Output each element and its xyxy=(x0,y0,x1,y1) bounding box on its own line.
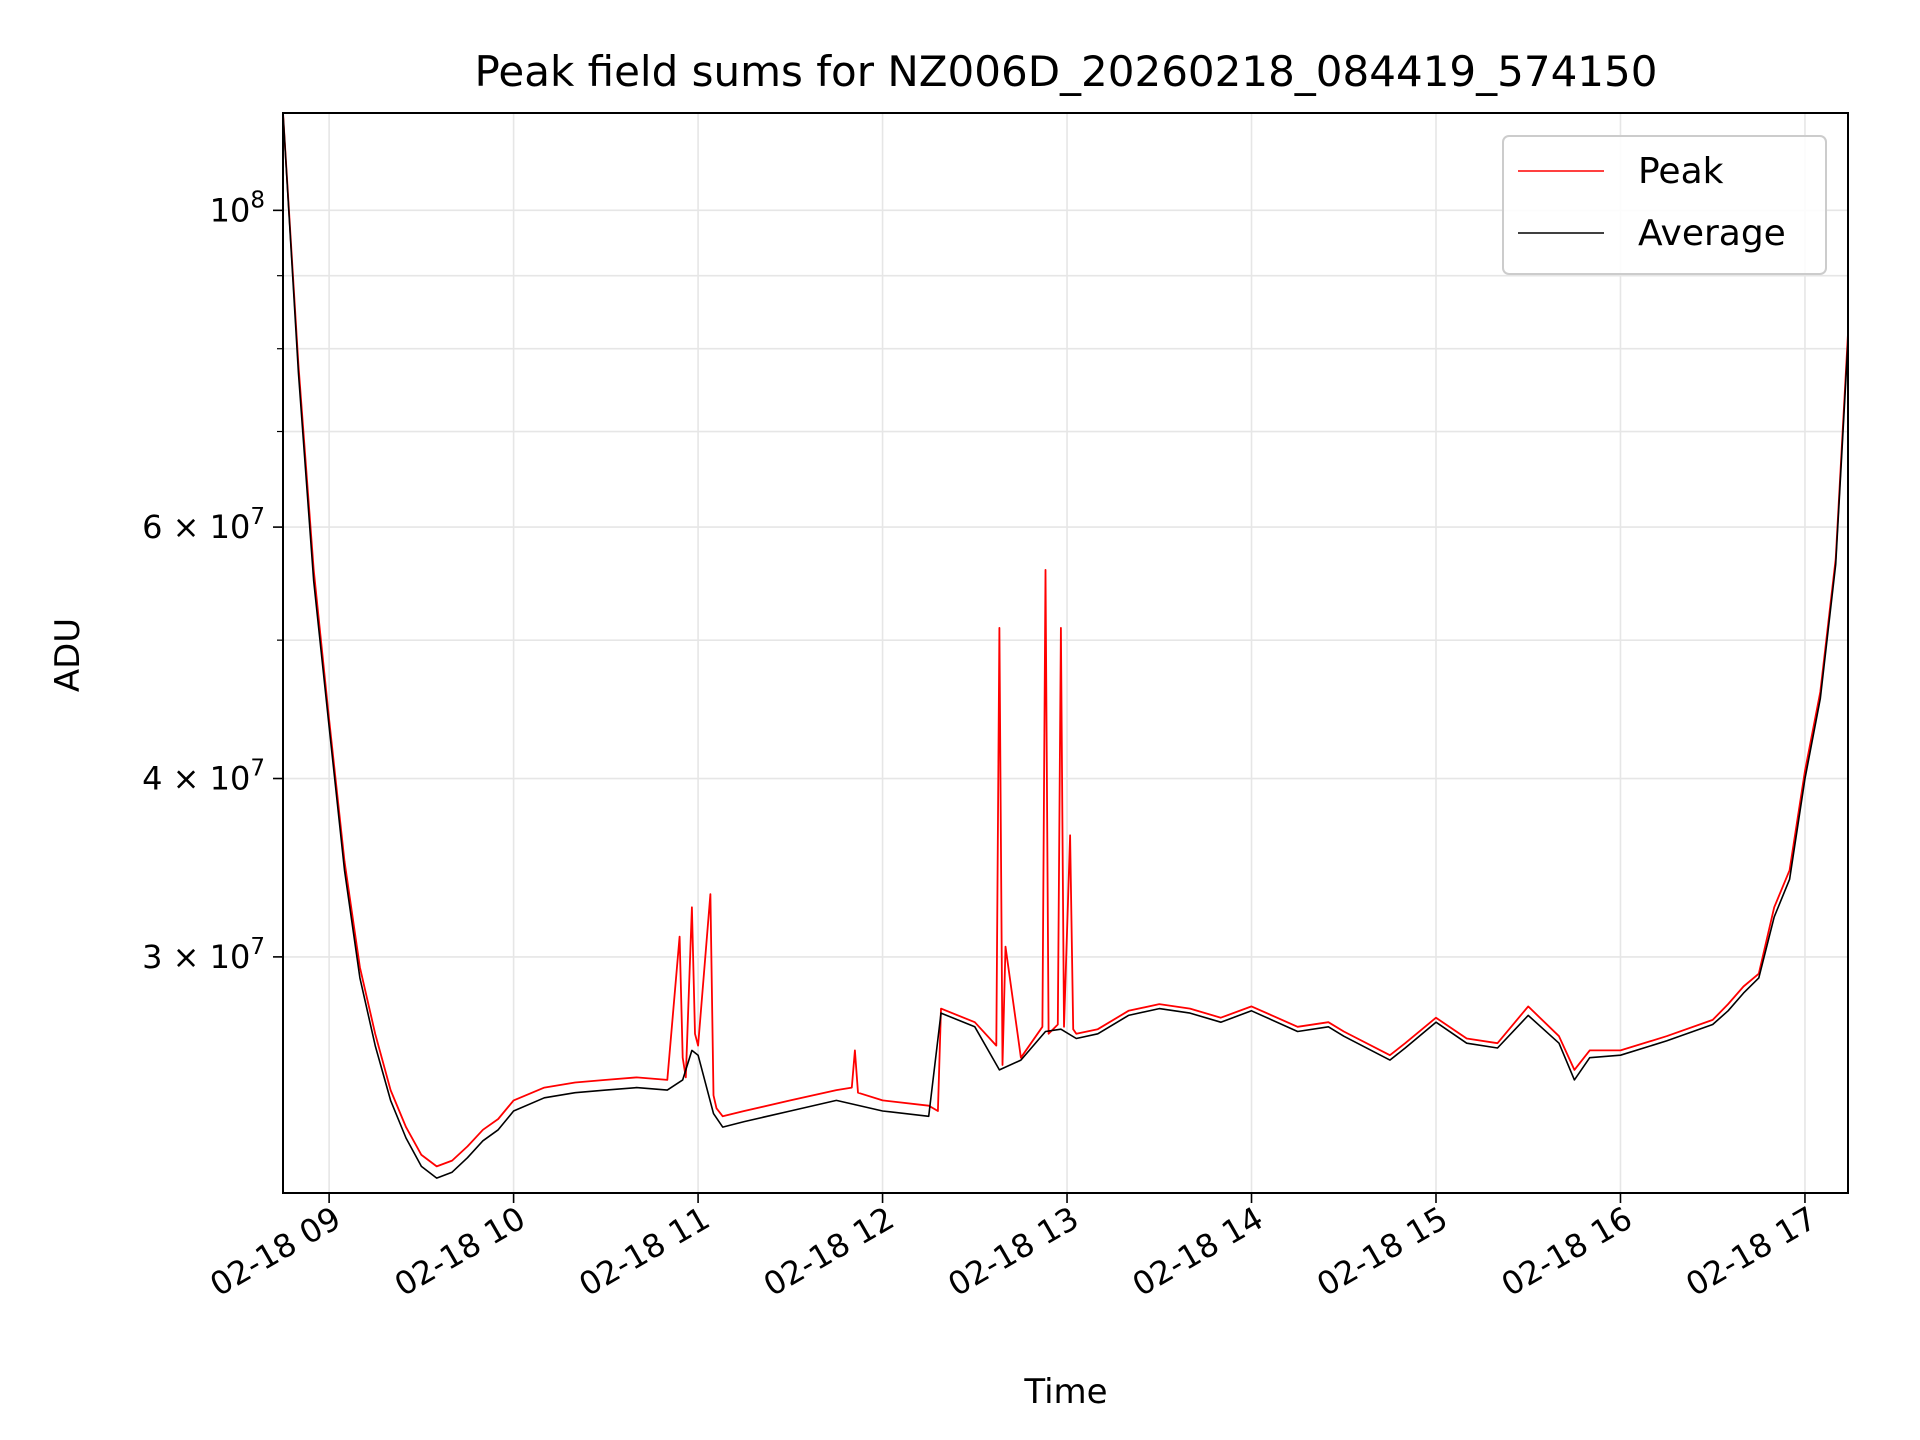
y-tick-label: 108 xyxy=(210,187,265,229)
series-line-average xyxy=(283,113,1848,1179)
y-tick-label: 6 × 107 xyxy=(142,504,265,546)
chart-title: Peak field sums for NZ006D_20260218_0844… xyxy=(475,47,1658,96)
y-tick-label: 3 × 107 xyxy=(142,934,265,976)
plot-frame xyxy=(282,112,1849,1194)
series-layer xyxy=(283,113,1848,1179)
x-axis-label: Time xyxy=(1023,1372,1107,1412)
y-axis-label: ADU xyxy=(48,618,88,692)
legend: Peak Average xyxy=(1502,135,1827,275)
legend-label-average: Average xyxy=(1638,213,1786,254)
series-line-peak xyxy=(283,113,1848,1168)
legend-label-peak: Peak xyxy=(1638,151,1724,192)
y-tick-label: 4 × 107 xyxy=(142,756,265,798)
y-axis-ticks: 108 6 × 107 4 × 107 3 × 107 xyxy=(142,187,283,976)
grid xyxy=(283,113,1848,1193)
